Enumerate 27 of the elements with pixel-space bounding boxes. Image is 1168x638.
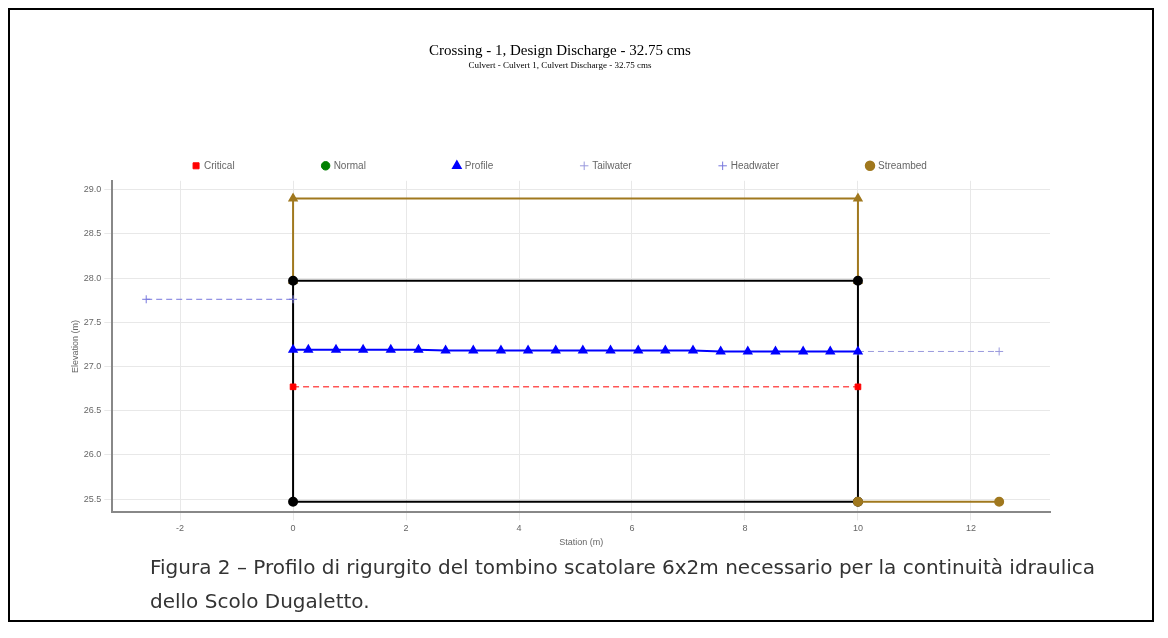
legend-label: Critical	[204, 159, 235, 171]
x-axis-title: Station (m)	[559, 537, 604, 548]
y-tick-label: 27.0	[83, 360, 102, 371]
legend-label: Headwater	[730, 159, 780, 171]
y-tick-label: 28.0	[83, 272, 102, 283]
y-tick-label: 28.5	[83, 228, 102, 239]
x-tick-label: 4	[516, 523, 522, 534]
legend-label: Tailwater	[592, 159, 633, 171]
chart-title: Crossing - 1, Design Discharge - 32.75 cms	[429, 41, 692, 58]
y-tick-label: 26.5	[83, 405, 102, 416]
x-tick-label: -2	[176, 523, 185, 534]
legend-label: Profile	[464, 159, 494, 171]
y-tick-label: 26.0	[83, 449, 102, 460]
x-tick-label: 6	[629, 523, 635, 534]
x-tick-label: 0	[290, 523, 296, 534]
text: Figura 2 – Profilo di rigurgito del tombino scatolare 6x2m necessario per la continuità idraulica dello Scolo Dugaletto.	[150, 554, 1097, 615]
x-tick-label: 12	[965, 523, 976, 534]
x-tick-label: 2	[403, 523, 409, 534]
chart-subtitle: Culvert - Culvert 1, Culvert Discharge - 32.75 cms	[468, 59, 652, 70]
legend-label: Normal	[333, 159, 366, 171]
x-tick-label: 10	[852, 523, 863, 534]
y-axis-title: Elevation (m)	[69, 320, 80, 374]
x-tick-label: 8	[742, 523, 748, 534]
y-tick-label: 27.5	[83, 316, 102, 327]
y-tick-label: 29.0	[83, 184, 102, 195]
y-tick-label: 25.5	[83, 493, 102, 504]
legend-label: Streambed	[878, 159, 927, 171]
